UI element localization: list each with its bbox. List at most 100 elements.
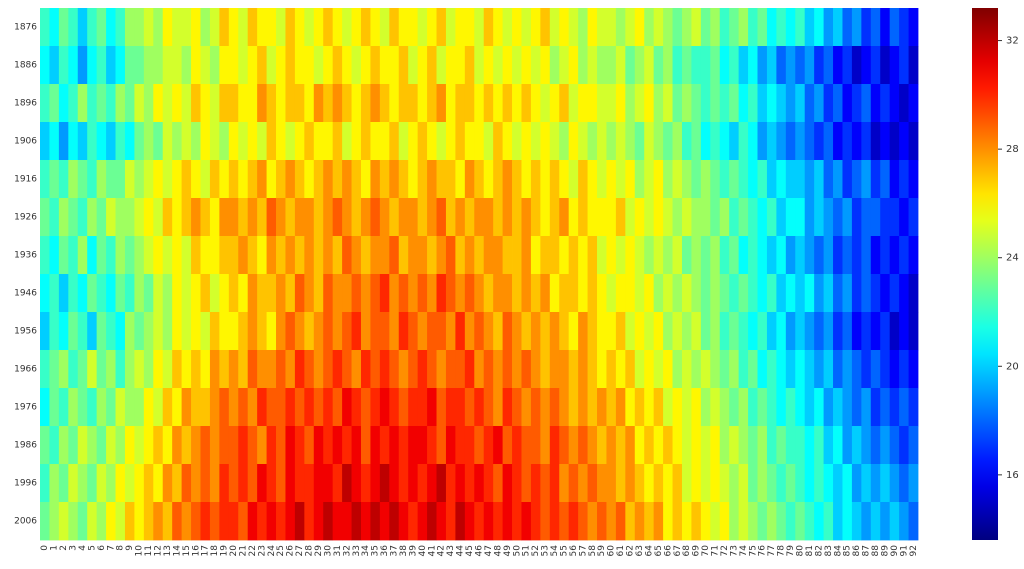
cell <box>757 160 768 199</box>
cell <box>493 198 504 237</box>
x-tick-label: 65 <box>654 545 664 556</box>
cell <box>908 502 919 541</box>
cell <box>379 388 390 427</box>
cell <box>559 426 570 465</box>
cell <box>379 84 390 123</box>
cell <box>899 160 909 199</box>
cell <box>342 464 352 503</box>
cell <box>587 502 598 541</box>
cell <box>162 122 173 161</box>
cell <box>360 46 371 85</box>
cell <box>209 198 220 237</box>
cell <box>776 198 787 237</box>
cell <box>483 160 494 199</box>
cell <box>379 46 390 85</box>
cell <box>464 502 475 541</box>
cell <box>266 502 277 541</box>
cell <box>710 46 721 85</box>
cell <box>823 274 834 313</box>
x-tick-label: 63 <box>635 545 645 556</box>
cell <box>549 502 560 541</box>
cell <box>276 464 286 503</box>
cell <box>663 198 673 237</box>
cell <box>568 46 579 85</box>
y-tick-label: 1896 <box>14 99 37 109</box>
cell <box>68 274 79 313</box>
cell <box>530 426 541 465</box>
y-tick-label: 1936 <box>14 251 37 261</box>
cell <box>861 350 872 389</box>
cell <box>700 426 711 465</box>
cell <box>464 350 475 389</box>
cell <box>455 274 466 313</box>
x-tick-label: 56 <box>569 545 579 557</box>
cell <box>313 122 324 161</box>
cell <box>143 274 154 313</box>
cell <box>870 236 881 275</box>
cell <box>360 8 371 47</box>
cell <box>257 236 267 275</box>
cell <box>285 502 296 541</box>
cell <box>474 46 485 85</box>
cell <box>615 502 626 541</box>
cell <box>445 8 456 47</box>
cell <box>408 274 419 313</box>
cell <box>96 160 107 199</box>
cell <box>77 236 88 275</box>
cell <box>578 388 588 427</box>
cell <box>332 502 343 541</box>
cell <box>77 46 88 85</box>
cell <box>530 160 541 199</box>
cell <box>540 312 551 351</box>
cell <box>124 8 135 47</box>
cell <box>889 274 900 313</box>
cell <box>625 8 636 47</box>
cell <box>663 8 673 47</box>
cell <box>58 236 69 275</box>
cell <box>719 84 730 123</box>
cell <box>276 312 286 351</box>
cell <box>644 160 655 199</box>
cell <box>219 46 230 85</box>
cell <box>323 122 334 161</box>
cell <box>398 198 409 237</box>
cell <box>360 274 371 313</box>
cell <box>483 350 494 389</box>
cell <box>266 84 277 123</box>
x-tick-label: 45 <box>465 545 475 556</box>
cell <box>87 350 98 389</box>
cell <box>304 426 315 465</box>
cell <box>597 464 607 503</box>
cell <box>493 8 504 47</box>
cell <box>276 160 286 199</box>
cell <box>58 84 69 123</box>
cell <box>106 46 116 85</box>
cell <box>861 198 872 237</box>
cell <box>58 160 69 199</box>
cell <box>304 122 315 161</box>
cell <box>58 350 69 389</box>
cell <box>124 46 135 85</box>
cell <box>162 8 173 47</box>
cell <box>200 350 211 389</box>
cell <box>294 502 305 541</box>
cell <box>323 236 334 275</box>
cell <box>238 388 249 427</box>
cell <box>493 388 504 427</box>
cell <box>360 160 371 199</box>
cell <box>899 312 909 351</box>
cell <box>729 84 740 123</box>
cell <box>351 160 362 199</box>
cell <box>757 426 768 465</box>
cell <box>96 388 107 427</box>
cell <box>795 274 806 313</box>
cell <box>181 84 192 123</box>
cell <box>219 8 230 47</box>
cell <box>672 388 683 427</box>
cell <box>342 122 352 161</box>
cell <box>285 122 296 161</box>
cell <box>304 160 315 199</box>
cell <box>634 236 645 275</box>
cell <box>578 236 588 275</box>
cell <box>851 84 862 123</box>
